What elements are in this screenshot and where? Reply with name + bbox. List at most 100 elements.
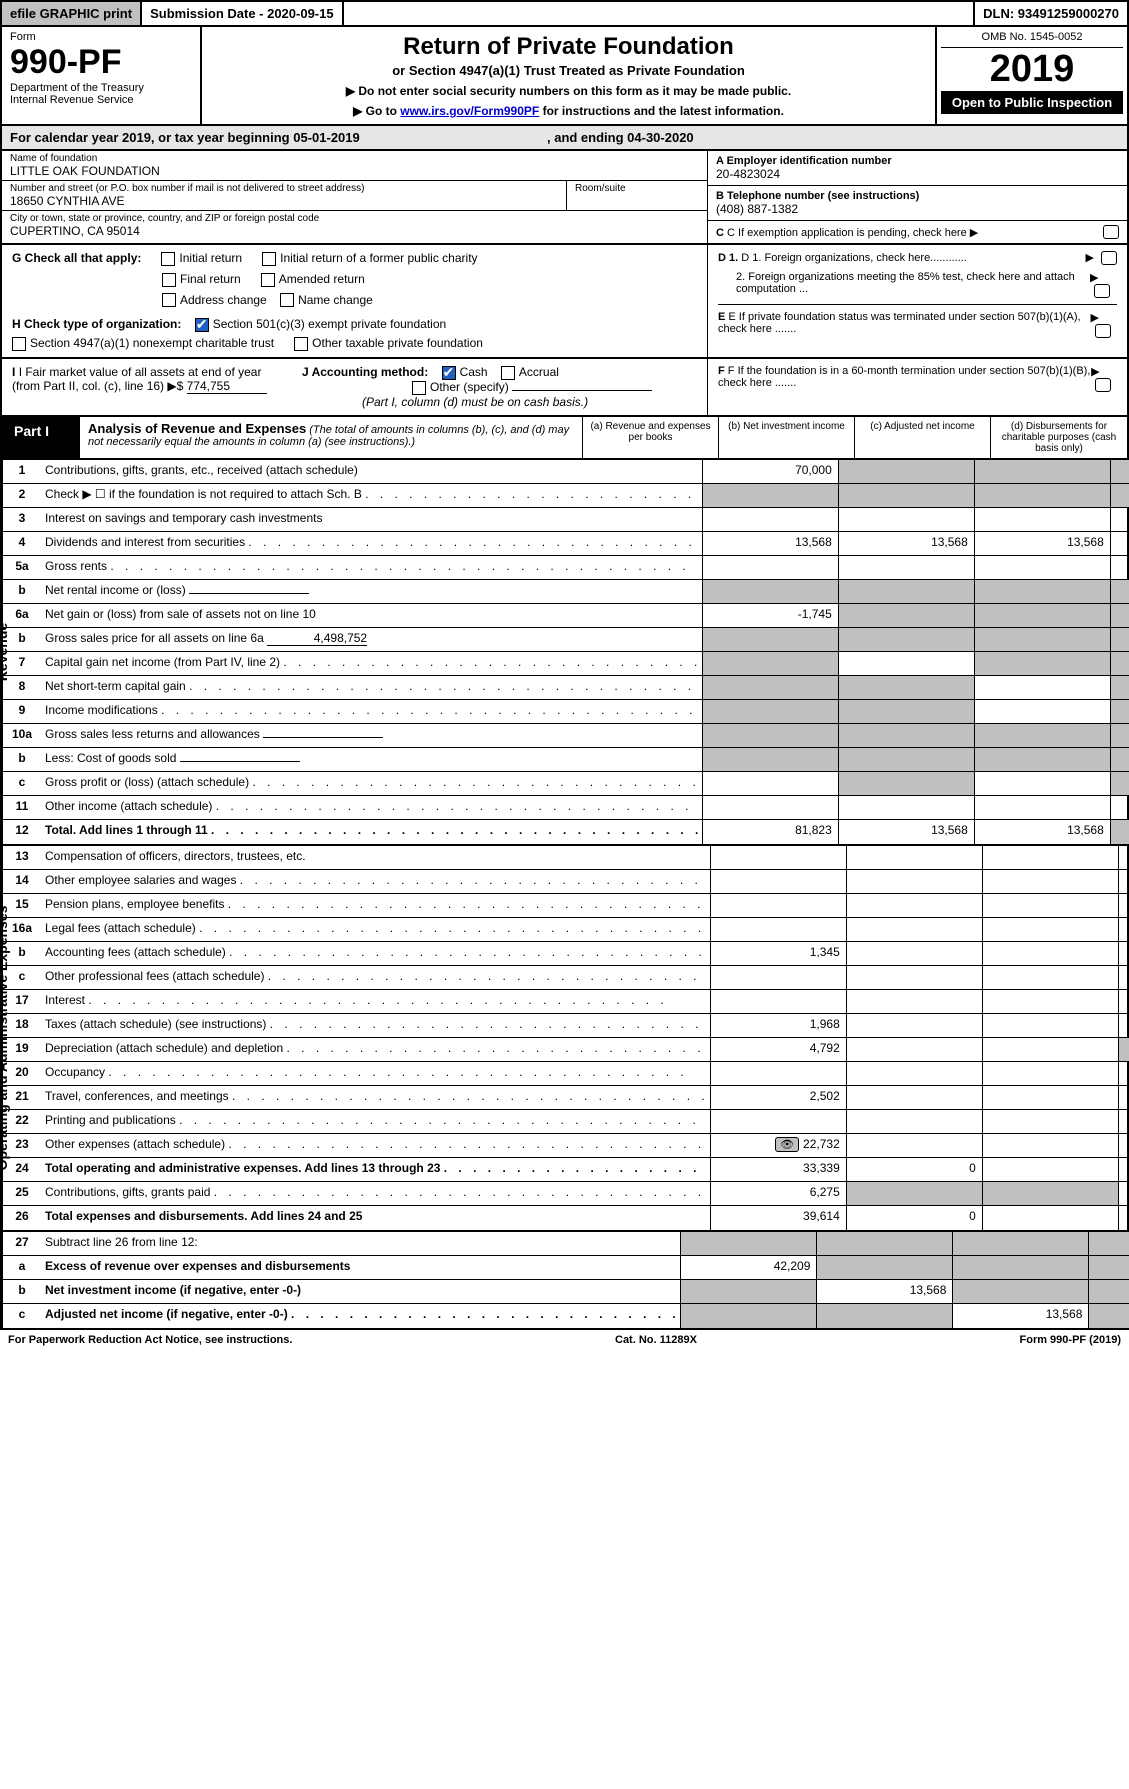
final-return-checkbox[interactable]: [162, 273, 176, 287]
cell-a: [703, 652, 839, 675]
cell-b: [839, 772, 975, 795]
initial-former-checkbox[interactable]: [262, 252, 276, 266]
table-row: 11Other income (attach schedule) . . . .…: [3, 796, 1129, 820]
calendar-year-row: For calendar year 2019, or tax year begi…: [0, 126, 1129, 151]
foundation-name: LITTLE OAK FOUNDATION: [10, 164, 699, 178]
row-description: Excess of revenue over expenses and disb…: [41, 1256, 681, 1279]
other-method-checkbox[interactable]: [412, 381, 426, 395]
cell-dd: [1111, 748, 1129, 771]
cell-dd: [1111, 508, 1129, 531]
amended-return-checkbox[interactable]: [261, 273, 275, 287]
table-row: 19Depreciation (attach schedule) and dep…: [3, 1038, 1129, 1062]
4947a1-checkbox[interactable]: [12, 337, 26, 351]
row-number: 5a: [3, 556, 41, 579]
501c3-checkbox[interactable]: [195, 318, 209, 332]
cell-dd: [1111, 484, 1129, 507]
dept-label: Department of the Treasury: [10, 82, 192, 94]
cell-c: [975, 580, 1111, 603]
cell-dd: 34,822: [1119, 1206, 1129, 1230]
e-checkbox[interactable]: [1095, 324, 1111, 338]
address-change-checkbox[interactable]: [162, 293, 176, 307]
accrual-checkbox[interactable]: [501, 366, 515, 380]
cell-dd: [1111, 556, 1129, 579]
city-state-zip: CUPERTINO, CA 95014: [10, 224, 699, 238]
summary-table: 27Subtract line 26 from line 12:aExcess …: [0, 1232, 1129, 1330]
cell-c: [975, 556, 1111, 579]
footer-mid: Cat. No. 11289X: [615, 1334, 697, 1346]
d2-checkbox[interactable]: [1094, 284, 1110, 298]
cell-c: [983, 1014, 1119, 1037]
f-checkbox[interactable]: [1095, 378, 1111, 392]
checks-right: D 1. D 1. Foreign organizations, check h…: [707, 245, 1127, 357]
row-number: 2: [3, 484, 41, 507]
other-taxable-checkbox[interactable]: [294, 337, 308, 351]
cell-b: [847, 990, 983, 1013]
cell-c: [983, 1038, 1119, 1061]
cell-b: [847, 1110, 983, 1133]
cell-c: [983, 870, 1119, 893]
row-description: Gross rents . . . . . . . . . . . . . . …: [41, 556, 703, 579]
table-row: 18Taxes (attach schedule) (see instructi…: [3, 1014, 1129, 1038]
cell-dd: [1119, 1110, 1129, 1133]
row-description: Gross sales less returns and allowances: [41, 724, 703, 747]
initial-return-checkbox[interactable]: [161, 252, 175, 266]
table-row: cOther professional fees (attach schedul…: [3, 966, 1129, 990]
cell-dd: 28,547: [1119, 1158, 1129, 1181]
row-number: 25: [3, 1182, 41, 1205]
cell-a: [703, 508, 839, 531]
cell-c: [975, 604, 1111, 627]
cell-dd: 22,732: [1119, 1134, 1129, 1157]
table-row: 5aGross rents . . . . . . . . . . . . . …: [3, 556, 1129, 580]
cell-b: 0: [847, 1206, 983, 1230]
row-description: Check ▶ ☐ if the foundation is not requi…: [41, 484, 703, 507]
row-description: Income modifications . . . . . . . . . .…: [41, 700, 703, 723]
revenue-side-label: Revenue: [2, 460, 3, 844]
checks-left: G Check all that apply: Initial return I…: [2, 245, 707, 357]
cell-a: 1,345: [711, 942, 847, 965]
row-description: Compensation of officers, directors, tru…: [41, 846, 711, 869]
row-description: Total operating and administrative expen…: [41, 1158, 711, 1181]
row-description: Occupancy . . . . . . . . . . . . . . . …: [41, 1062, 711, 1085]
cell-dd: [1111, 772, 1129, 795]
cash-checkbox[interactable]: [442, 366, 456, 380]
table-row: 13Compensation of officers, directors, t…: [3, 846, 1129, 870]
row-description: Other employee salaries and wages . . . …: [41, 870, 711, 893]
exemption-checkbox[interactable]: [1103, 225, 1119, 239]
cell-a: 👁22,732: [711, 1134, 847, 1157]
cell-dd: [1111, 580, 1129, 603]
cell-c: [975, 652, 1111, 675]
cell-a: 39,614: [711, 1206, 847, 1230]
cell-a: [703, 724, 839, 747]
exemption-row: C C If exemption application is pending,…: [708, 221, 1127, 243]
instructions-link[interactable]: www.irs.gov/Form990PF: [400, 104, 539, 118]
table-row: 7Capital gain net income (from Part IV, …: [3, 652, 1129, 676]
cell-dd: [1111, 796, 1129, 819]
ein-row: A Employer identification number 20-4823…: [708, 151, 1127, 186]
form-header: Form 990-PF Department of the Treasury I…: [0, 27, 1129, 126]
cell-c: [975, 724, 1111, 747]
header-right: OMB No. 1545-0052 2019 Open to Public In…: [937, 27, 1127, 124]
attachment-icon[interactable]: 👁: [775, 1137, 799, 1152]
cell-c: [953, 1280, 1089, 1303]
cell-dd: [1111, 820, 1129, 844]
row-number: b: [3, 748, 41, 771]
table-row: 24Total operating and administrative exp…: [3, 1158, 1129, 1182]
cell-dd: 1,345: [1119, 942, 1129, 965]
table-row: 10aGross sales less returns and allowanc…: [3, 724, 1129, 748]
cell-c: 13,568: [975, 820, 1111, 844]
cell-c: [983, 1110, 1119, 1133]
row-description: Legal fees (attach schedule) . . . . . .…: [41, 918, 711, 941]
table-row: bGross sales price for all assets on lin…: [3, 628, 1129, 652]
cell-a: [703, 796, 839, 819]
cell-b: [839, 652, 975, 675]
cell-dd: [1119, 1062, 1129, 1085]
table-row: bAccounting fees (attach schedule) . . .…: [3, 942, 1129, 966]
row-description: Less: Cost of goods sold: [41, 748, 703, 771]
col-c-header: (c) Adjusted net income: [855, 417, 991, 458]
cell-c: [983, 1086, 1119, 1109]
d1-checkbox[interactable]: [1101, 251, 1117, 265]
name-change-checkbox[interactable]: [280, 293, 294, 307]
cell-b: [847, 1062, 983, 1085]
table-row: bNet rental income or (loss): [3, 580, 1129, 604]
checks-block: G Check all that apply: Initial return I…: [0, 245, 1129, 359]
